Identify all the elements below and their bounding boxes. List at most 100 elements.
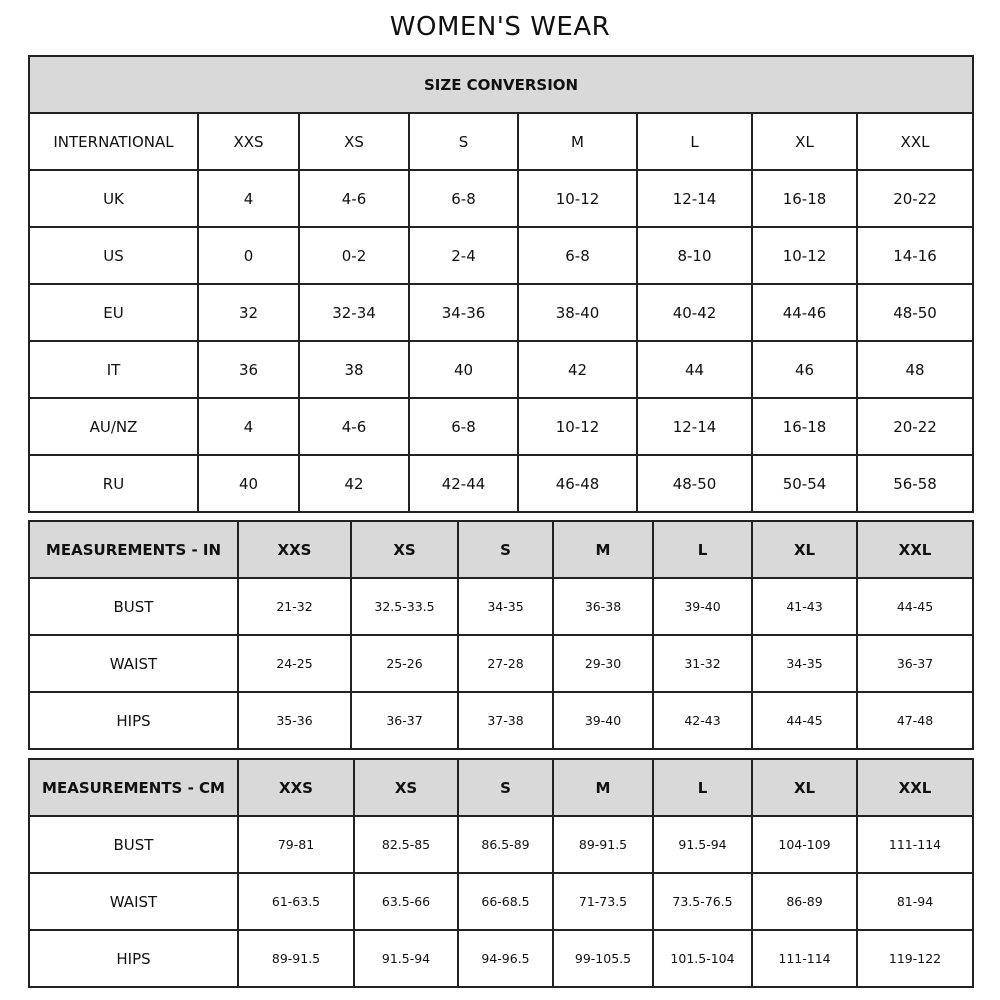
column-header: S bbox=[457, 758, 554, 817]
table-cell: 111-114 bbox=[751, 929, 858, 988]
table-cell: 46 bbox=[751, 340, 858, 399]
row-label: HIPS bbox=[28, 691, 239, 750]
column-header: XXL bbox=[856, 520, 974, 579]
row-label: US bbox=[28, 226, 199, 285]
table-cell: 81-94 bbox=[856, 872, 974, 931]
table-cell: 50-54 bbox=[751, 454, 858, 513]
column-header: XS bbox=[298, 112, 410, 171]
table-row: HIPS 89-91.5 91.5-94 94-96.5 99-105.5 101.5-1… bbox=[28, 929, 974, 988]
table-row: WAIST 24-25 25-26 27-28 29-30 31-32 34-35 36-37 bbox=[28, 634, 974, 693]
table-cell: 63.5-66 bbox=[353, 872, 459, 931]
table-cell: 20-22 bbox=[855, 169, 975, 228]
table-cell: 8-10 bbox=[636, 226, 753, 285]
table-cell: 32.5-33.5 bbox=[350, 577, 459, 636]
table-row: WAIST 61-63.5 63.5-66 66-68.5 71-73.5 73.5-76… bbox=[28, 872, 974, 931]
table-row: HIPS 35-36 36-37 37-38 39-40 42-43 44-45 47-48 bbox=[28, 691, 974, 750]
table-caption-row: SIZE CONVERSION bbox=[27, 55, 975, 114]
table-row: BUST 79-81 82.5-85 86.5-89 89-91.5 91.5-94 104… bbox=[28, 815, 974, 874]
table-cell: 34-36 bbox=[408, 283, 519, 342]
table-cell: 48-50 bbox=[636, 454, 753, 513]
column-header: MEASUREMENTS - CM bbox=[28, 758, 239, 817]
table-cell: 32 bbox=[197, 283, 300, 342]
table-cell: 4-6 bbox=[298, 397, 410, 456]
table-cell: 48 bbox=[855, 340, 975, 399]
table-cell: 27-28 bbox=[457, 634, 554, 693]
table-cell: 25-26 bbox=[350, 634, 459, 693]
table-cell: 36 bbox=[197, 340, 300, 399]
column-header: MEASUREMENTS - IN bbox=[28, 520, 239, 579]
column-header: XS bbox=[350, 520, 459, 579]
table-row: US 0 0-2 2-4 6-8 8-10 10-12 14-16 bbox=[28, 226, 975, 285]
table-cell: 44-46 bbox=[751, 283, 858, 342]
table-cell: 36-37 bbox=[350, 691, 459, 750]
table-cell: 42-44 bbox=[408, 454, 519, 513]
row-label: RU bbox=[28, 454, 199, 513]
table-cell: 94-96.5 bbox=[457, 929, 554, 988]
table-cell: 119-122 bbox=[856, 929, 974, 988]
table-cell: 48-50 bbox=[855, 283, 975, 342]
measurements-cm-table: MEASUREMENTS - CM XXS XS S M L XL XXL BUST 79-81 8… bbox=[28, 758, 974, 988]
table-cell: 6-8 bbox=[408, 397, 519, 456]
table-cell: 16-18 bbox=[751, 397, 858, 456]
table-cell: 20-22 bbox=[855, 397, 975, 456]
table-cell: 91.5-94 bbox=[652, 815, 753, 874]
table-cell: 66-68.5 bbox=[457, 872, 554, 931]
table-cell: 91.5-94 bbox=[353, 929, 459, 988]
table-cell: 39-40 bbox=[552, 691, 654, 750]
table-cell: 6-8 bbox=[408, 169, 519, 228]
table-cell: 29-30 bbox=[552, 634, 654, 693]
table-cell: 71-73.5 bbox=[552, 872, 654, 931]
table-cell: 40 bbox=[408, 340, 519, 399]
table-row: EU 32 32-34 34-36 38-40 40-42 44-46 48-50 bbox=[28, 283, 975, 342]
row-label: UK bbox=[28, 169, 199, 228]
table-caption: SIZE CONVERSION bbox=[27, 55, 975, 114]
table-cell: 4-6 bbox=[298, 169, 410, 228]
table-cell: 40-42 bbox=[636, 283, 753, 342]
column-header: XXS bbox=[237, 758, 355, 817]
table-cell: 47-48 bbox=[856, 691, 974, 750]
table-cell: 39-40 bbox=[652, 577, 753, 636]
column-header: L bbox=[652, 758, 753, 817]
table-cell: 44-45 bbox=[856, 577, 974, 636]
table-cell: 4 bbox=[197, 169, 300, 228]
table-cell: 34-35 bbox=[457, 577, 554, 636]
row-label: WAIST bbox=[28, 634, 239, 693]
table-cell: 42 bbox=[298, 454, 410, 513]
table-cell: 31-32 bbox=[652, 634, 753, 693]
table-row: BUST 21-32 32.5-33.5 34-35 36-38 39-40 41-43 44… bbox=[28, 577, 974, 636]
table-cell: 38 bbox=[298, 340, 410, 399]
table-cell: 56-58 bbox=[855, 454, 975, 513]
size-conversion-table: SIZE CONVERSION INTERNATIONAL XXS XS S M L XL X… bbox=[27, 55, 975, 513]
row-label: BUST bbox=[28, 577, 239, 636]
table-cell: 82.5-85 bbox=[353, 815, 459, 874]
column-header: XXL bbox=[856, 758, 974, 817]
table-cell: 101.5-104 bbox=[652, 929, 753, 988]
table-cell: 16-18 bbox=[751, 169, 858, 228]
table-cell: 10-12 bbox=[517, 169, 638, 228]
table-cell: 0-2 bbox=[298, 226, 410, 285]
column-header: M bbox=[552, 758, 654, 817]
measurements-in-table: MEASUREMENTS - IN XXS XS S M L XL XXL BUST 21-32 3… bbox=[28, 520, 974, 750]
table-cell: 2-4 bbox=[408, 226, 519, 285]
table-cell: 34-35 bbox=[751, 634, 858, 693]
table-cell: 0 bbox=[197, 226, 300, 285]
table-cell: 37-38 bbox=[457, 691, 554, 750]
table-cell: 10-12 bbox=[517, 397, 638, 456]
table-cell: 10-12 bbox=[751, 226, 858, 285]
table-cell: 79-81 bbox=[237, 815, 355, 874]
row-label: BUST bbox=[28, 815, 239, 874]
column-header: XL bbox=[751, 520, 858, 579]
column-header: XXS bbox=[237, 520, 352, 579]
table-cell: 89-91.5 bbox=[552, 815, 654, 874]
table-cell: 111-114 bbox=[856, 815, 974, 874]
row-label: IT bbox=[28, 340, 199, 399]
table-cell: 44-45 bbox=[751, 691, 858, 750]
column-header: S bbox=[408, 112, 519, 171]
table-cell: 12-14 bbox=[636, 169, 753, 228]
table-cell: 36-37 bbox=[856, 634, 974, 693]
column-header: XL bbox=[751, 758, 858, 817]
column-header: M bbox=[517, 112, 638, 171]
table-row: IT 36 38 40 42 44 46 48 bbox=[28, 340, 975, 399]
table-cell: 44 bbox=[636, 340, 753, 399]
column-header: XXS bbox=[197, 112, 300, 171]
